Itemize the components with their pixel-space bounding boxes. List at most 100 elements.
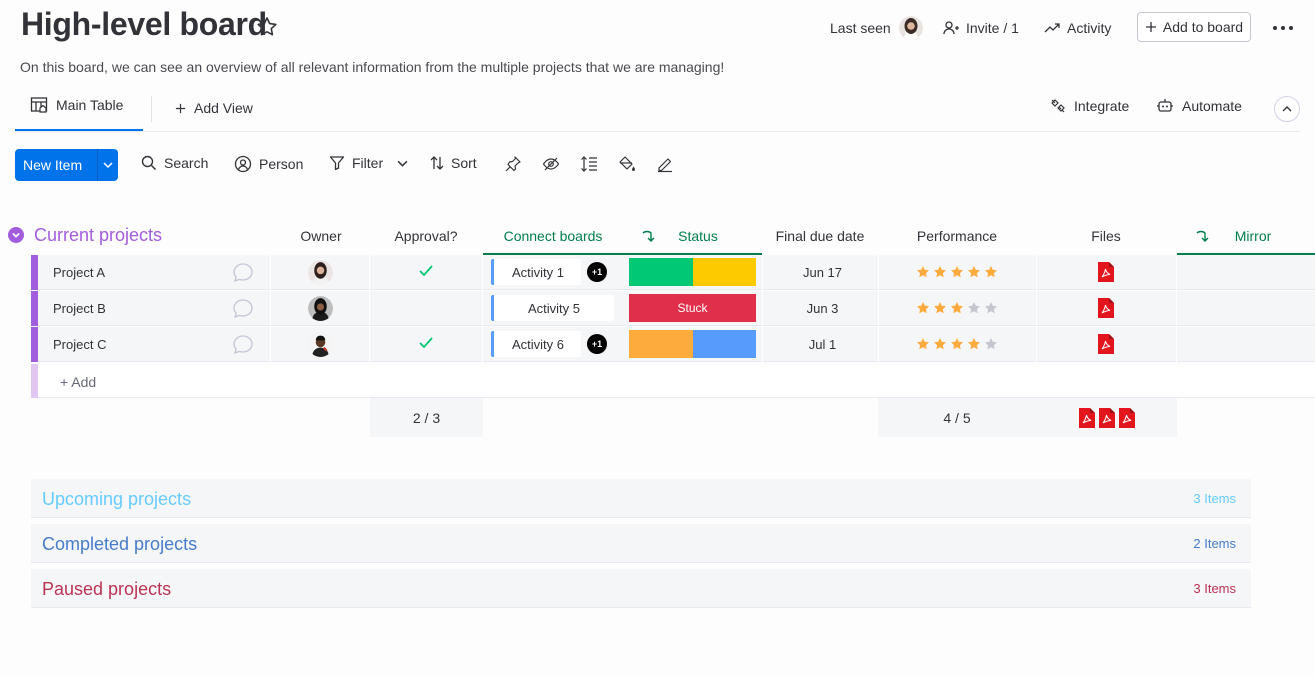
person-filter-button[interactable]: Person bbox=[234, 155, 303, 173]
new-item-button[interactable]: New Item bbox=[15, 149, 118, 181]
add-item-row[interactable] bbox=[31, 364, 1315, 398]
hide-eye-icon[interactable] bbox=[542, 155, 560, 173]
comment-bubble-icon[interactable] bbox=[232, 262, 254, 284]
status-cell[interactable] bbox=[629, 258, 756, 286]
due-date[interactable]: Jul 1 bbox=[808, 337, 837, 352]
group-item-count: 3 Items bbox=[1193, 581, 1236, 596]
comment-bubble-icon[interactable] bbox=[232, 334, 254, 356]
pdf-file-icon[interactable] bbox=[1098, 407, 1115, 428]
pdf-file-icon[interactable] bbox=[1098, 262, 1114, 282]
owner-avatar[interactable] bbox=[308, 332, 333, 357]
project-name[interactable]: Project B bbox=[53, 301, 106, 316]
pdf-file-icon[interactable] bbox=[1098, 334, 1114, 354]
pdf-file-icon[interactable] bbox=[1118, 407, 1135, 428]
tab-main-table[interactable]: Main Table bbox=[30, 96, 123, 114]
edit-pencil-icon[interactable] bbox=[656, 155, 674, 173]
table-home-icon bbox=[30, 96, 48, 114]
column-header-mirror[interactable]: Mirror bbox=[1234, 228, 1272, 244]
owner-avatar[interactable] bbox=[308, 296, 333, 321]
connected-item-chip[interactable]: Activity 1 bbox=[491, 259, 581, 285]
star-empty-icon[interactable] bbox=[984, 337, 998, 351]
group-title-paused[interactable]: Paused projects bbox=[42, 579, 172, 599]
connected-item-chip[interactable]: Activity 5 bbox=[491, 295, 614, 321]
column-header-connect-boards[interactable]: Connect boards bbox=[503, 228, 603, 244]
cell-divider bbox=[878, 255, 879, 290]
due-date[interactable]: Jun 3 bbox=[806, 301, 839, 316]
rating-stars[interactable] bbox=[916, 337, 998, 351]
status-segment-working bbox=[693, 258, 756, 286]
project-name[interactable]: Project C bbox=[53, 337, 107, 352]
add-item-label[interactable]: + Add bbox=[60, 374, 97, 390]
automate-button[interactable]: Automate bbox=[1156, 98, 1242, 114]
approval-check-icon[interactable] bbox=[418, 264, 434, 278]
star-filled-icon[interactable] bbox=[967, 265, 981, 279]
star-filled-icon[interactable] bbox=[933, 301, 947, 315]
rating-stars[interactable] bbox=[916, 301, 998, 315]
board-title[interactable]: High-level board bbox=[21, 6, 267, 42]
status-cell[interactable]: Stuck bbox=[629, 294, 756, 322]
comment-bubble-icon[interactable] bbox=[232, 298, 254, 320]
star-filled-icon[interactable] bbox=[950, 301, 964, 315]
search-button[interactable]: Search bbox=[141, 155, 208, 171]
add-to-board-button[interactable]: Add to board bbox=[1137, 12, 1251, 42]
chevron-down-icon[interactable] bbox=[397, 160, 408, 167]
status-label: Stuck bbox=[629, 294, 756, 322]
project-name[interactable]: Project A bbox=[53, 265, 106, 280]
star-filled-icon[interactable] bbox=[916, 265, 930, 279]
owner-avatar[interactable] bbox=[308, 260, 333, 285]
board-description[interactable]: On this board, we can see an overview of… bbox=[20, 59, 725, 75]
star-filled-icon[interactable] bbox=[933, 337, 947, 351]
star-empty-icon[interactable] bbox=[967, 301, 981, 315]
cell-divider bbox=[762, 255, 763, 290]
chevron-down-icon[interactable] bbox=[98, 162, 118, 168]
column-header-status[interactable]: Status bbox=[678, 228, 718, 244]
star-filled-icon[interactable] bbox=[916, 337, 930, 351]
rating-stars[interactable] bbox=[916, 265, 998, 279]
favorite-star-icon[interactable] bbox=[255, 15, 279, 39]
pin-icon[interactable] bbox=[504, 155, 522, 173]
integrate-button[interactable]: Integrate bbox=[1050, 98, 1129, 114]
due-date[interactable]: Jun 17 bbox=[802, 265, 843, 280]
files-summary[interactable] bbox=[1036, 398, 1177, 437]
pdf-file-icon[interactable] bbox=[1098, 298, 1114, 318]
star-filled-icon[interactable] bbox=[950, 337, 964, 351]
more-connected-badge[interactable]: +1 bbox=[587, 334, 607, 354]
pdf-file-icon[interactable] bbox=[1078, 407, 1095, 428]
connected-item-label: Activity 1 bbox=[512, 264, 565, 280]
row-height-icon[interactable] bbox=[580, 155, 598, 173]
star-filled-icon[interactable] bbox=[916, 301, 930, 315]
activity-label: Activity bbox=[1067, 20, 1112, 36]
column-header-approval[interactable]: Approval? bbox=[394, 228, 458, 244]
invite-button[interactable]: Invite / 1 bbox=[943, 13, 1019, 43]
column-header-owner[interactable]: Owner bbox=[300, 228, 342, 244]
group-title-completed[interactable]: Completed projects bbox=[42, 534, 198, 554]
new-item-divider bbox=[97, 149, 98, 181]
connected-item-chip[interactable]: Activity 6 bbox=[491, 331, 581, 357]
group-paused[interactable] bbox=[31, 569, 1251, 608]
last-seen[interactable]: Last seen bbox=[830, 13, 923, 43]
color-bucket-icon[interactable] bbox=[618, 155, 636, 173]
more-connected-badge[interactable]: +1 bbox=[587, 262, 607, 282]
group-completed[interactable] bbox=[31, 524, 1251, 563]
collapse-header-button[interactable] bbox=[1274, 96, 1300, 122]
status-cell[interactable] bbox=[629, 330, 756, 358]
column-header-files[interactable]: Files bbox=[1091, 228, 1121, 244]
sort-arrows-icon bbox=[430, 155, 444, 171]
group-collapse-chevron-icon[interactable] bbox=[8, 227, 24, 243]
activity-button[interactable]: Activity bbox=[1044, 13, 1111, 43]
star-empty-icon[interactable] bbox=[984, 301, 998, 315]
group-title-current[interactable]: Current projects bbox=[34, 225, 163, 245]
group-title-upcoming[interactable]: Upcoming projects bbox=[42, 489, 192, 509]
more-options-icon[interactable] bbox=[1272, 18, 1294, 38]
column-header-performance[interactable]: Performance bbox=[916, 228, 998, 244]
filter-button[interactable]: Filter bbox=[329, 155, 383, 171]
sort-button[interactable]: Sort bbox=[430, 155, 477, 171]
star-filled-icon[interactable] bbox=[984, 265, 998, 279]
column-header-final-due-date[interactable]: Final due date bbox=[775, 228, 865, 244]
approval-check-icon[interactable] bbox=[418, 336, 434, 350]
add-view-button[interactable]: Add View bbox=[175, 100, 253, 116]
star-filled-icon[interactable] bbox=[950, 265, 964, 279]
star-filled-icon[interactable] bbox=[967, 337, 981, 351]
group-upcoming[interactable] bbox=[31, 479, 1251, 518]
star-filled-icon[interactable] bbox=[933, 265, 947, 279]
